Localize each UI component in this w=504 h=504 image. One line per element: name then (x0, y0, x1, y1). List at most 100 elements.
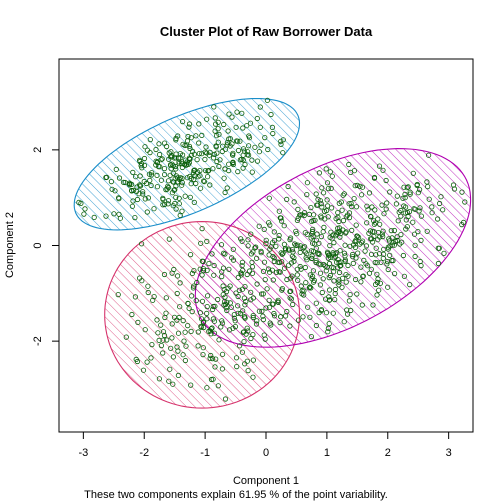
data-point (137, 182, 143, 188)
data-point (250, 312, 256, 319)
data-point (216, 131, 222, 137)
data-point (337, 263, 343, 269)
data-point (424, 179, 430, 185)
data-point (276, 208, 282, 214)
data-point (353, 204, 360, 210)
data-point (258, 248, 264, 254)
data-point (204, 238, 210, 244)
data-point (250, 374, 256, 380)
data-point (153, 146, 159, 153)
data-point (335, 214, 341, 220)
data-point (246, 143, 252, 149)
data-point (213, 143, 219, 149)
data-point (220, 291, 226, 298)
data-point (204, 303, 210, 310)
data-point (211, 151, 217, 157)
data-point (103, 213, 109, 219)
data-point (129, 311, 135, 318)
data-point (222, 189, 228, 196)
data-point (379, 231, 385, 237)
data-point (172, 200, 178, 207)
data-point (231, 315, 237, 321)
data-point (111, 211, 117, 217)
data-point (350, 242, 357, 248)
data-point (182, 193, 188, 199)
data-point (330, 265, 337, 271)
data-point (257, 104, 263, 110)
data-point (142, 327, 148, 333)
data-point (233, 124, 239, 130)
data-point (240, 125, 246, 131)
data-point (414, 181, 420, 188)
data-point (148, 172, 154, 178)
data-point (171, 179, 177, 185)
data-point (219, 318, 225, 324)
data-point (324, 180, 331, 186)
data-point (346, 210, 353, 216)
data-point (180, 317, 186, 324)
data-point (207, 149, 213, 155)
data-point (144, 209, 150, 215)
data-point (241, 295, 247, 301)
data-point (139, 241, 145, 247)
data-point (377, 280, 383, 286)
data-point (294, 272, 300, 278)
data-point (287, 323, 293, 329)
data-point (340, 192, 346, 198)
data-point (168, 162, 174, 168)
data-point (270, 253, 276, 260)
data-point (400, 195, 406, 201)
data-point (186, 124, 192, 130)
data-point (271, 229, 277, 235)
data-point (364, 220, 370, 226)
data-point (252, 144, 258, 150)
data-point (188, 135, 194, 141)
data-point (316, 170, 322, 176)
data-point (407, 281, 413, 288)
data-point (271, 255, 277, 261)
data-point (191, 283, 197, 289)
data-point (366, 190, 373, 196)
data-point (349, 204, 355, 210)
data-point (278, 138, 284, 144)
data-point (349, 251, 356, 258)
data-point (260, 316, 266, 323)
data-point (200, 345, 206, 351)
data-point (253, 321, 260, 327)
data-point (381, 211, 387, 217)
data-point (219, 148, 225, 155)
data-point (319, 204, 325, 210)
data-point (141, 178, 147, 185)
data-point (372, 220, 379, 226)
data-point (217, 157, 223, 163)
data-point (261, 226, 267, 232)
data-point (141, 162, 148, 168)
data-point (310, 226, 316, 232)
data-point (161, 166, 168, 172)
data-point (187, 194, 193, 200)
data-point (242, 361, 248, 367)
data-point (367, 228, 374, 234)
data-point (173, 137, 179, 143)
data-point (287, 237, 293, 243)
data-point (387, 189, 393, 195)
data-point (145, 283, 151, 289)
data-point (173, 194, 179, 200)
data-point (294, 266, 300, 272)
data-point (165, 198, 172, 204)
data-point (109, 186, 115, 192)
data-point (245, 243, 251, 249)
data-point (336, 200, 342, 206)
data-point (462, 199, 468, 205)
data-point (240, 165, 246, 171)
data-point (150, 297, 156, 303)
data-point (216, 163, 222, 170)
data-point (256, 149, 262, 155)
data-point (188, 382, 194, 388)
data-point (288, 296, 294, 302)
data-point (281, 223, 287, 229)
data-point (112, 188, 118, 194)
data-point (336, 269, 343, 276)
data-point (402, 191, 408, 197)
data-point (246, 152, 252, 158)
